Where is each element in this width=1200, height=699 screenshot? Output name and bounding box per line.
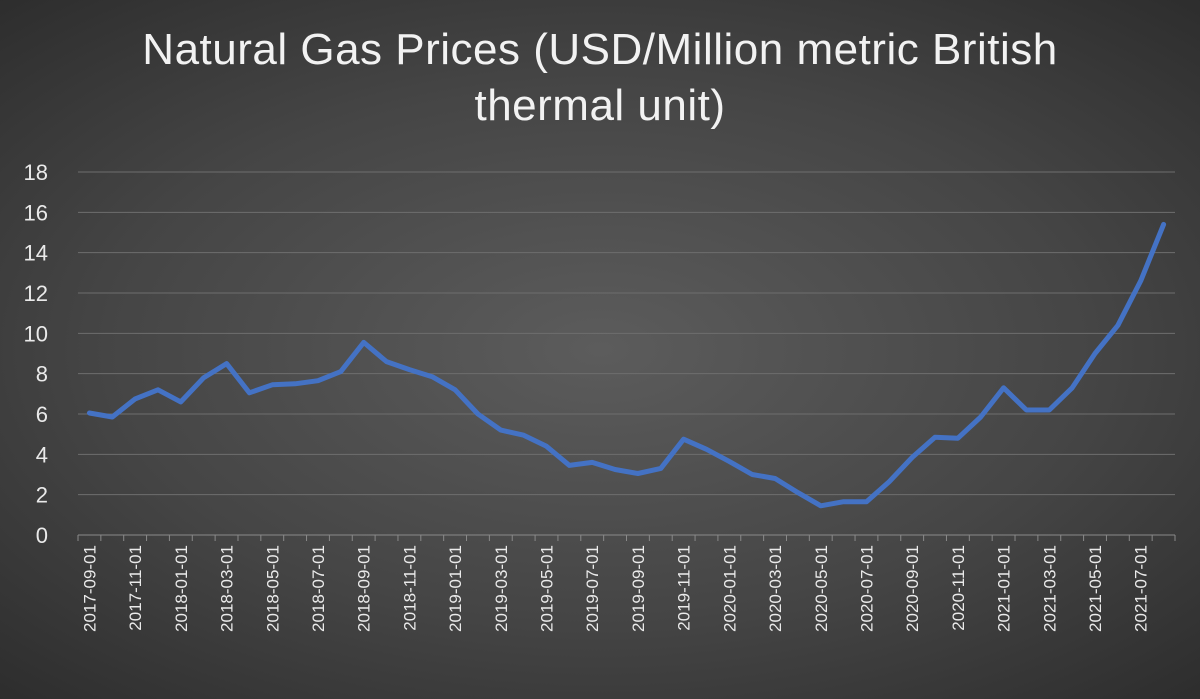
y-axis-tick-labels: 0 2 4 6 8 10 12 14 16 18 (24, 160, 48, 548)
x-tick-label: 2020-05-01 (812, 545, 831, 632)
chart-title: Natural Gas Prices (USD/Million metric B… (142, 25, 1058, 130)
x-tick-label: 2021-07-01 (1132, 545, 1151, 632)
x-tick-label: 2019-01-01 (446, 545, 465, 632)
x-tick-label: 2020-09-01 (903, 545, 922, 632)
y-tick-label: 0 (36, 523, 48, 548)
x-tick-label: 2018-09-01 (355, 545, 374, 632)
x-tick-label: 2020-11-01 (949, 545, 968, 631)
y-tick-label: 2 (36, 483, 48, 508)
x-tick-label: 2020-07-01 (857, 545, 876, 632)
x-tick-label: 2019-03-01 (492, 545, 511, 632)
x-tick-label: 2018-05-01 (263, 545, 282, 632)
x-tick-label: 2018-11-01 (400, 545, 419, 631)
x-tick-label: 2018-03-01 (218, 545, 237, 632)
x-tick-label: 2018-01-01 (172, 545, 191, 632)
gridlines (78, 171, 1175, 536)
y-tick-label: 16 (24, 200, 48, 225)
x-tick-label: 2021-03-01 (1040, 545, 1059, 632)
y-tick-label: 14 (24, 241, 48, 266)
x-tick-label: 2020-01-01 (720, 545, 739, 632)
y-tick-label: 10 (24, 321, 48, 346)
y-tick-label: 8 (36, 362, 48, 387)
x-tick-label: 2017-09-01 (80, 545, 99, 632)
x-tick-label: 2019-11-01 (675, 545, 694, 631)
x-axis-tick-labels: 2017-09-01 2017-11-01 2018-01-01 2018-03-01… (77, 535, 1176, 632)
x-tick-label: 2021-05-01 (1086, 545, 1105, 632)
x-tick-label: 2019-09-01 (629, 545, 648, 632)
y-tick-label: 4 (36, 442, 48, 467)
x-tick-label: 2018-07-01 (309, 545, 328, 632)
x-tick-label: 2021-01-01 (995, 545, 1014, 632)
x-tick-label: 2019-05-01 (538, 545, 557, 632)
y-tick-label: 18 (24, 160, 48, 185)
x-tick-label: 2017-11-01 (126, 545, 145, 631)
y-tick-label: 6 (36, 402, 48, 427)
series-line (86, 221, 1167, 509)
x-tick-label: 2020-03-01 (766, 545, 785, 632)
series-group (86, 221, 1167, 509)
y-tick-label: 12 (24, 281, 48, 306)
x-tick-label: 2019-07-01 (583, 545, 602, 632)
